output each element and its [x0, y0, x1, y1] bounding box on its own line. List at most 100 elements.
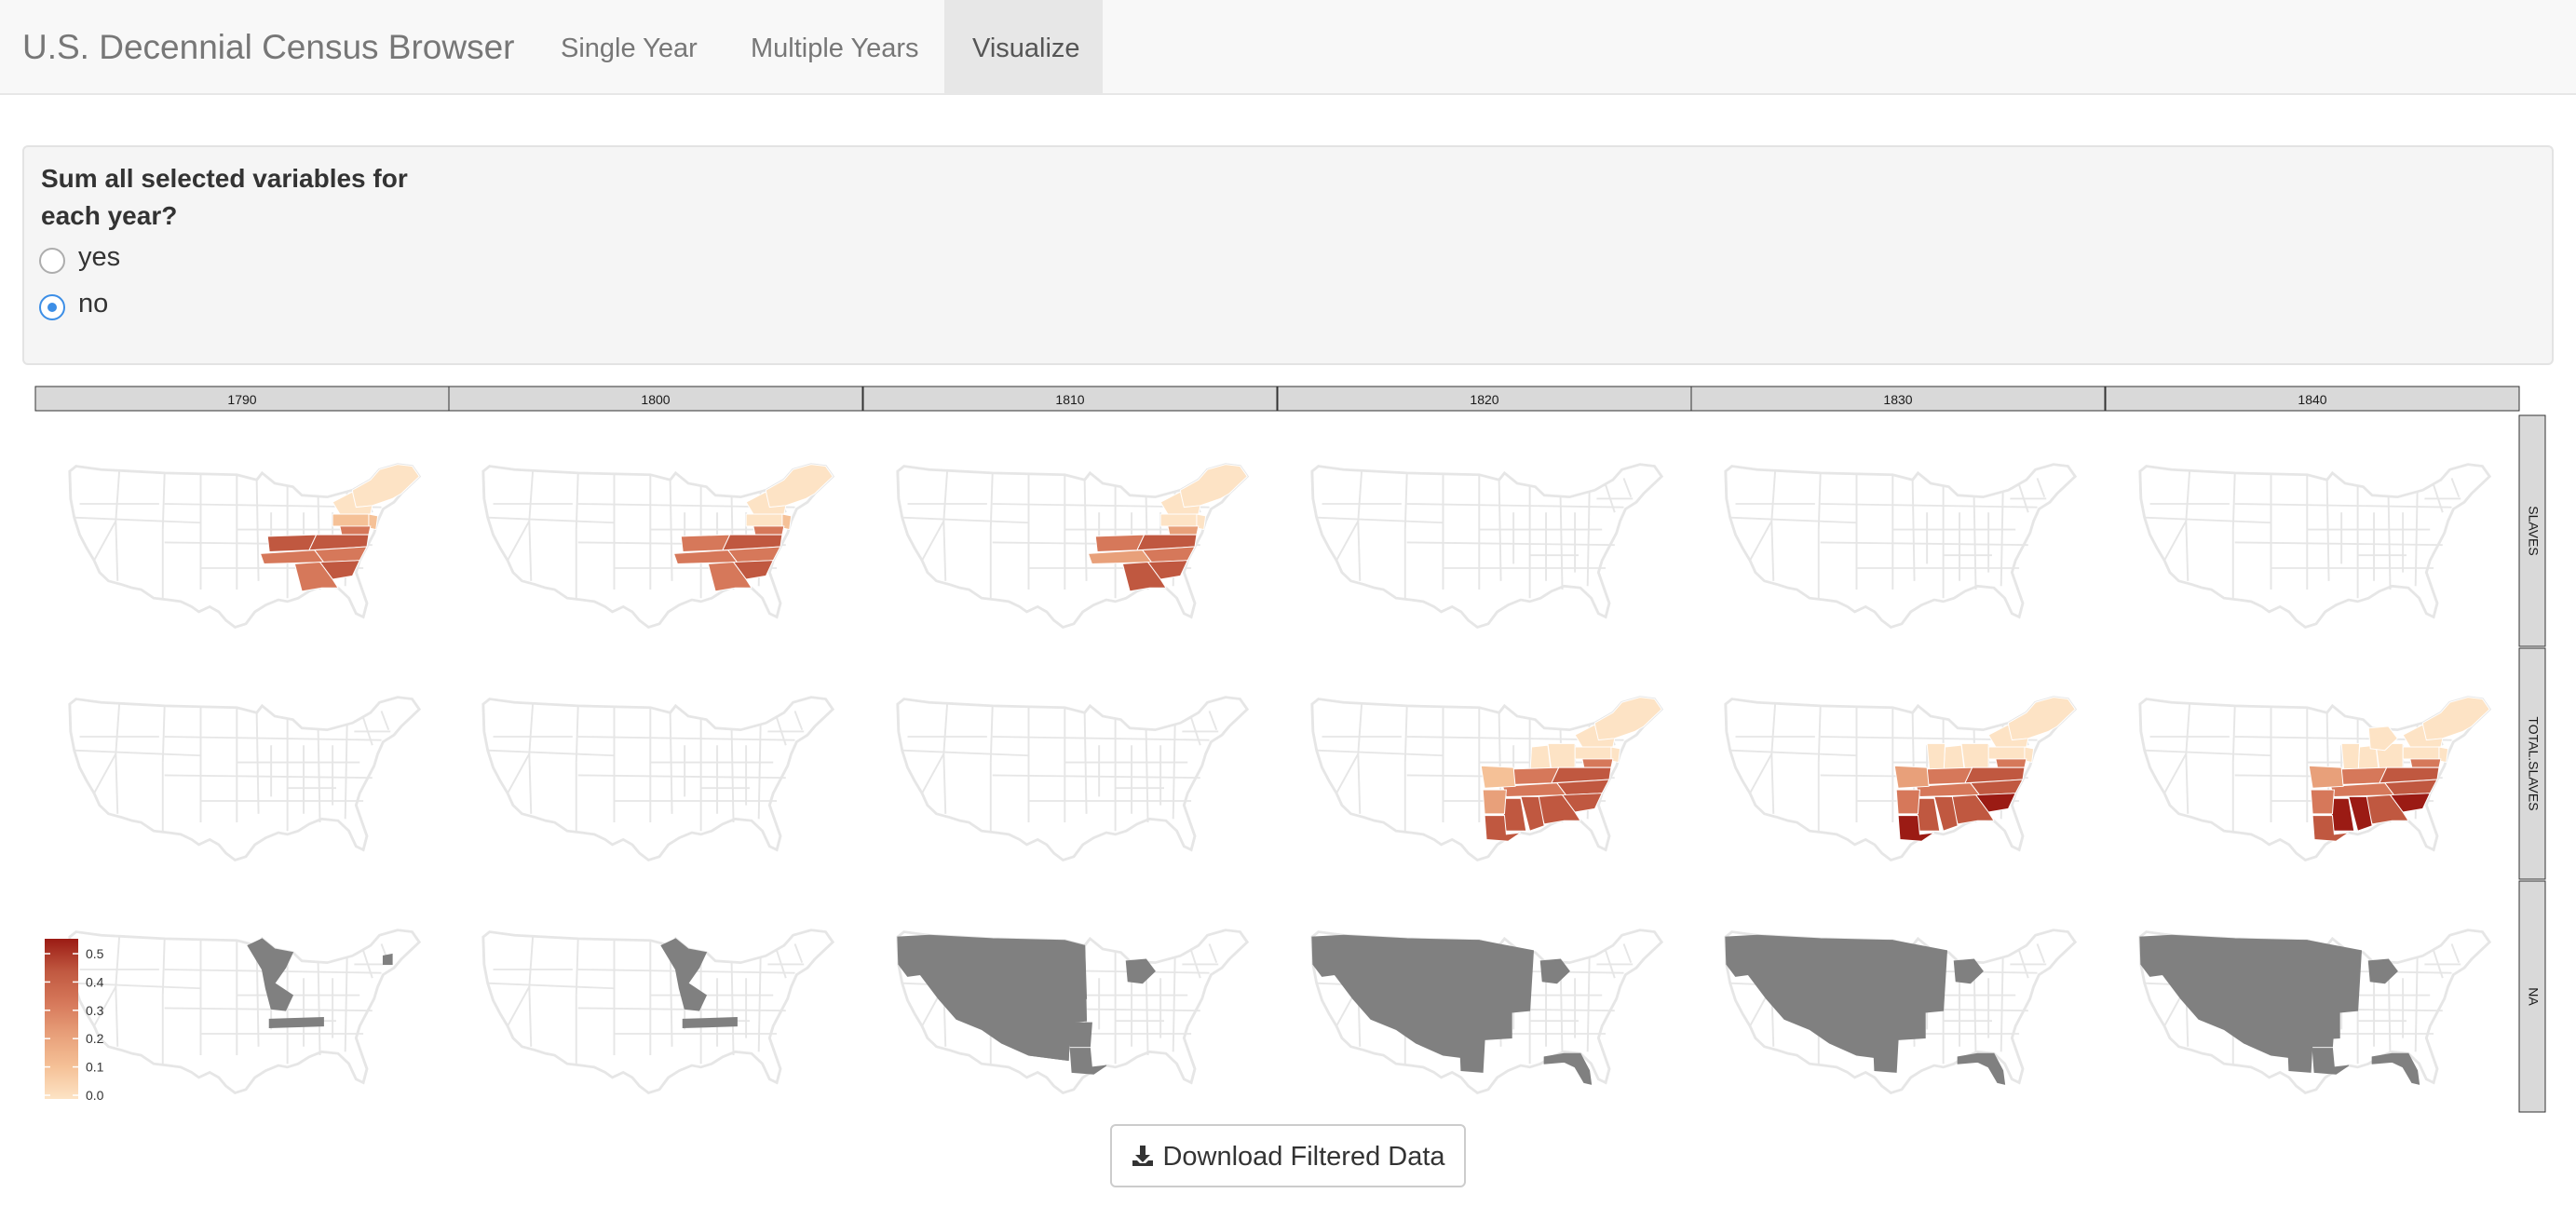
radio-yes-label: yes: [78, 242, 121, 272]
state-fill: [1581, 758, 1614, 768]
facet-row-header-total-slaves: TOTAL.SLAVES: [2518, 647, 2546, 880]
state-fill: [2310, 1022, 2335, 1048]
legend-colorbar: [45, 939, 78, 1099]
radio-no-circle[interactable]: [39, 294, 65, 320]
state-fill: [707, 562, 752, 592]
facet-header-1830: 1830: [1690, 386, 2106, 412]
state-fill: [247, 938, 294, 1011]
map-panel-1790-slaves: [68, 463, 422, 630]
legend-tick-label: 0.5: [86, 946, 104, 961]
state-fill: [2337, 766, 2388, 785]
map-panel-1840-na: [2138, 929, 2492, 1095]
radio-no-label: no: [78, 289, 109, 319]
facet-header-1810: 1810: [862, 386, 1278, 412]
facet-header-1800: 1800: [448, 386, 863, 412]
facet-row-label: SLAVES: [2526, 506, 2541, 555]
state-fill: [2409, 758, 2442, 768]
state-fill: [1069, 1048, 1107, 1075]
facet-row-header-na: NA: [2518, 880, 2546, 1113]
legend-tick-label: 0.0: [86, 1088, 104, 1103]
state-fill: [765, 464, 834, 509]
state-fill: [1121, 562, 1167, 592]
state-fill: [660, 938, 708, 1011]
map-panel-1830-na: [1724, 929, 2078, 1095]
legend-tick-label: 0.3: [86, 1003, 104, 1018]
state-fill: [1593, 697, 1662, 741]
facet-column-label: 1810: [1055, 392, 1084, 407]
state-fill: [1443, 940, 1535, 1073]
state-fill: [1995, 758, 2027, 768]
tab-single-year[interactable]: Single Year: [561, 34, 698, 63]
map-panel-1820-total-slaves: [1310, 696, 1664, 862]
state-fill: [1482, 789, 1507, 815]
color-legend: 0.0 0.1 0.2 0.3 0.4 0.5: [45, 939, 104, 1103]
state-fill: [1543, 1052, 1593, 1085]
map-panel-1810-total-slaves: [896, 696, 1250, 862]
tab-multiple-years[interactable]: Multiple Years: [751, 34, 919, 63]
state-fill: [2371, 1052, 2420, 1085]
state-fill: [2312, 1048, 2350, 1075]
state-fill: [1957, 1052, 2006, 1085]
facet-row-label: NA: [2526, 987, 2541, 1006]
state-fill: [1125, 958, 1156, 984]
app-title: U.S. Decennial Census Browser: [22, 28, 515, 66]
state-fill: [1480, 765, 1516, 789]
state-fill: [1067, 1022, 1092, 1048]
state-fill: [2308, 765, 2344, 789]
state-fill: [2310, 789, 2335, 815]
download-icon: [1132, 1146, 1154, 1166]
state-fill: [351, 464, 420, 509]
state-fill: [293, 562, 339, 592]
state-fill: [1987, 746, 2027, 760]
state-fill: [1179, 464, 1248, 509]
state-fill: [1960, 742, 1989, 772]
state-fill: [2271, 940, 2363, 1073]
download-label: Download Filtered Data: [1162, 1142, 1445, 1172]
state-fill: [268, 1017, 324, 1029]
map-panel-1800-slaves: [481, 463, 835, 630]
navbar: U.S. Decennial Census Browser Single Yea…: [0, 0, 2576, 95]
state-fill: [332, 513, 372, 527]
map-panel-1840-total-slaves: [2138, 696, 2492, 862]
state-fill: [2367, 958, 2398, 984]
download-filtered-data-button[interactable]: Download Filtered Data: [1110, 1124, 1466, 1187]
facet-column-label: 1820: [1470, 392, 1498, 407]
state-fill: [680, 534, 731, 552]
state-fill: [752, 525, 785, 536]
state-fill: [1484, 815, 1522, 842]
tab-visualize[interactable]: Visualize: [944, 0, 1103, 93]
state-fill: [1895, 789, 1920, 815]
map-panel-1790-na: [68, 929, 422, 1095]
legend-tick-label: 0.4: [86, 974, 104, 989]
state-fill: [745, 513, 785, 527]
state-fill: [1933, 795, 1959, 832]
map-panel-1800-na: [481, 929, 835, 1095]
legend-tick-label: 0.1: [86, 1060, 104, 1075]
state-fill: [1893, 765, 1930, 789]
state-fill: [1897, 815, 1935, 842]
map-panel-1790-total-slaves: [68, 696, 422, 862]
facet-header-1790: 1790: [34, 386, 450, 412]
radio-no[interactable]: no: [39, 287, 319, 324]
state-fill: [2367, 726, 2398, 752]
facet-column-label: 1840: [2298, 392, 2326, 407]
map-panel-1840-slaves: [2138, 463, 2492, 630]
state-fill: [2421, 697, 2490, 741]
census-map-grid: 1790 1800 1810 1820 1830 1840 SLAVES TOTAL.SLAV…: [34, 386, 2546, 1113]
state-fill: [2007, 697, 2076, 741]
map-panel-1820-na: [1310, 929, 1664, 1095]
state-fill: [2348, 795, 2373, 832]
state-fill: [1922, 766, 1973, 785]
state-fill: [1547, 742, 1576, 772]
map-panel-1810-slaves: [896, 463, 1250, 630]
state-fill: [1953, 958, 1984, 984]
facet-column-label: 1830: [1883, 392, 1912, 407]
state-fill: [1539, 958, 1570, 984]
radio-yes[interactable]: yes: [39, 240, 319, 278]
state-fill: [1520, 795, 1545, 832]
map-panel-1830-slaves: [1724, 463, 2078, 630]
radio-yes-circle[interactable]: [39, 248, 65, 274]
legend-tick-label: 0.2: [86, 1031, 104, 1046]
map-panel-1830-total-slaves: [1724, 696, 2078, 862]
state-fill: [1167, 525, 1200, 536]
